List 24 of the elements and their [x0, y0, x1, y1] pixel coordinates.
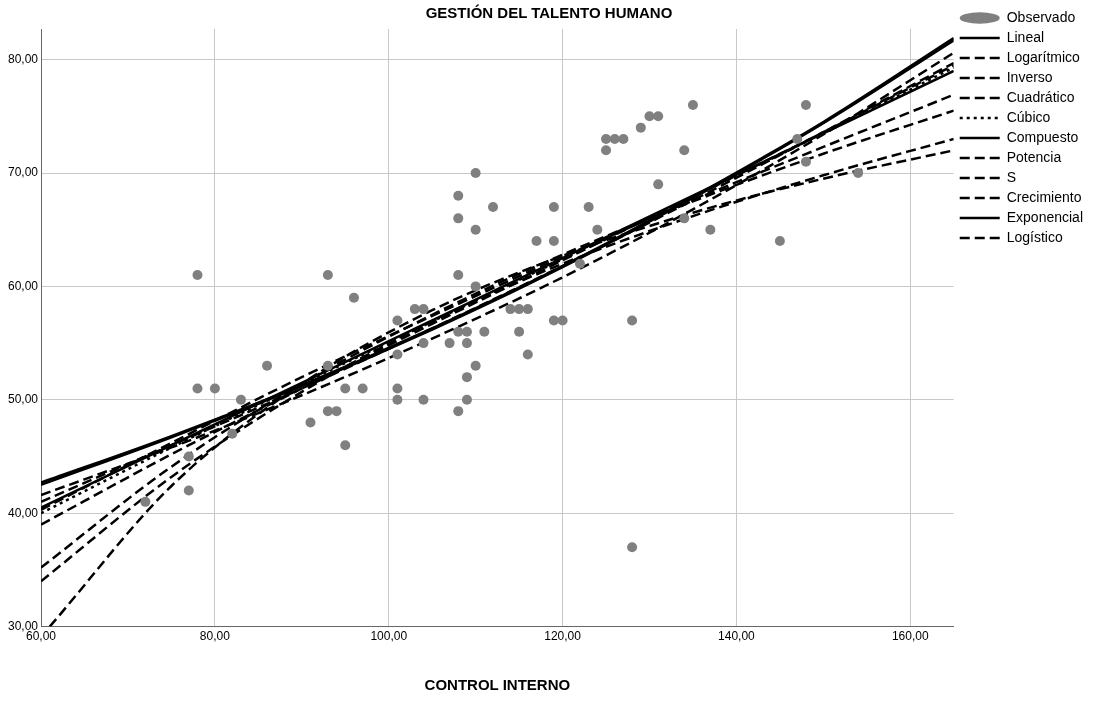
x-tick-label: 100,00: [370, 629, 408, 644]
chart-title: GESTIÓN DEL TALENTO HUMANO: [425, 4, 673, 22]
legend-label: Compuesto: [1006, 128, 1079, 145]
legend-label: Observado: [1006, 8, 1076, 25]
y-tick-label: 50,00: [8, 392, 39, 407]
legend-label: Cúbico: [1006, 108, 1051, 125]
x-tick-label: 120,00: [544, 629, 582, 644]
legend-label: Logarítmico: [1006, 48, 1081, 65]
x-axis-title: CONTROL INTERNO: [424, 676, 571, 694]
legend-label: Inverso: [1006, 68, 1053, 85]
x-tick-label: 80,00: [199, 629, 231, 644]
legend-label: Exponencial: [1006, 208, 1084, 225]
x-tick-label: 140,00: [718, 629, 756, 644]
x-tick-label: 160,00: [891, 629, 929, 644]
legend-label: S: [1006, 168, 1017, 185]
legend-label: Logístico: [1006, 228, 1063, 245]
y-tick-label: 80,00: [8, 51, 39, 66]
y-tick-label: 70,00: [8, 165, 39, 180]
legend-label: Potencia: [1006, 148, 1062, 165]
y-tick-label: 60,00: [8, 278, 39, 293]
y-tick-label: 40,00: [8, 505, 39, 520]
legend-label: Crecimiento: [1006, 188, 1082, 205]
legend-label: Lineal: [1006, 28, 1045, 45]
legend-label: Cuadrático: [1006, 88, 1075, 105]
